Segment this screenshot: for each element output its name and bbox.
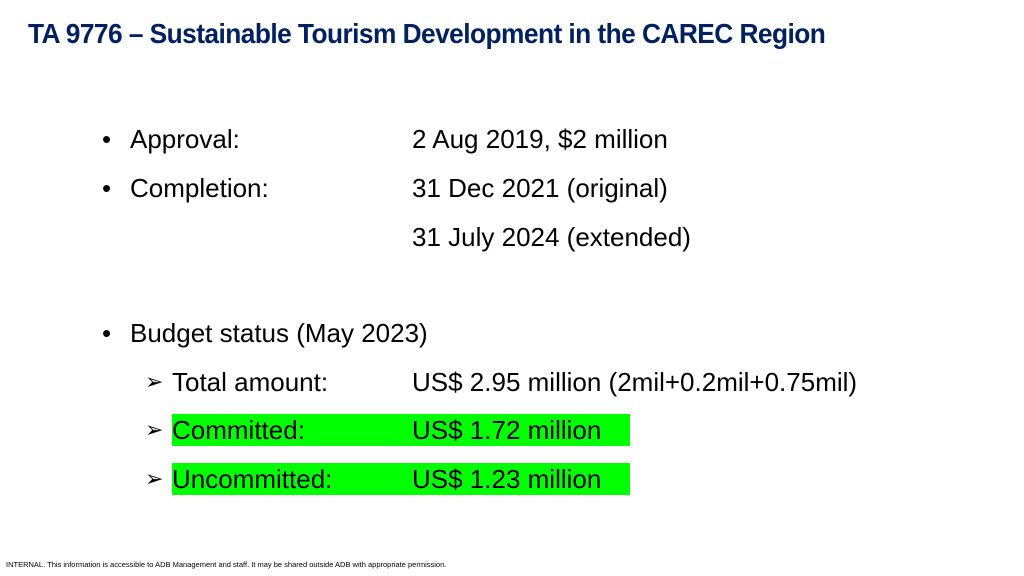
committed-highlight: [172, 414, 630, 446]
completion-label: Completion:: [130, 173, 269, 203]
arrow-bullet-icon: ➢: [145, 417, 164, 442]
committed-value: US$ 1.72 million: [412, 415, 602, 445]
budget-heading: Budget status (May 2023): [130, 318, 428, 348]
uncommitted-highlight: [172, 463, 630, 495]
bullet-icon: •: [102, 124, 112, 154]
uncommitted-label: Uncommitted:: [172, 464, 333, 494]
completion-extended-value: 31 July 2024 (extended): [412, 222, 691, 252]
approval-label: Approval:: [130, 124, 240, 154]
total-amount-value: US$ 2.95 million (2mil+0.2mil+0.75mil): [412, 367, 858, 397]
bullet-icon: •: [102, 173, 112, 203]
bullet-icon: •: [102, 318, 112, 348]
arrow-bullet-icon: ➢: [145, 369, 164, 394]
uncommitted-value: US$ 1.23 million: [412, 464, 602, 494]
completion-original-value: 31 Dec 2021 (original): [412, 173, 668, 203]
committed-label: Committed:: [172, 415, 305, 445]
total-amount-label: Total amount:: [172, 367, 329, 397]
arrow-bullet-icon: ➢: [145, 466, 164, 491]
approval-value: 2 Aug 2019, $2 million: [412, 124, 668, 154]
classification-footer: INTERNAL. This information is accessible…: [6, 560, 447, 569]
slide-title: TA 9776 – Sustainable Tourism Developmen…: [28, 18, 826, 49]
